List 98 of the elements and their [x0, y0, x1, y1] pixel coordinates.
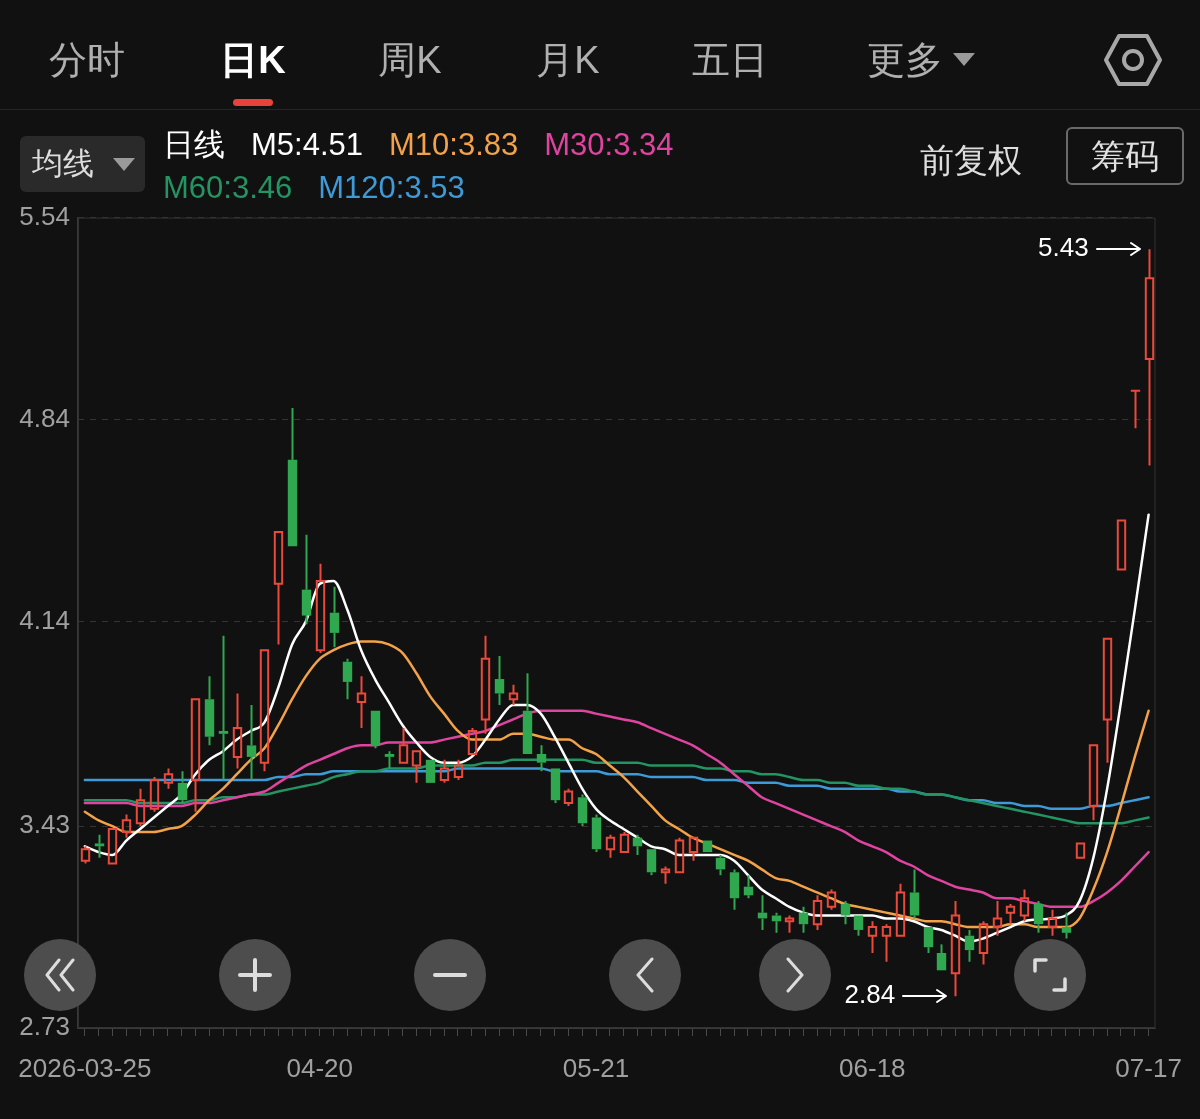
candlestick	[232, 692, 243, 770]
candlestick	[80, 845, 91, 865]
candlestick	[964, 928, 975, 963]
candlestick	[329, 585, 340, 649]
candlestick	[453, 758, 464, 781]
candlestick	[1061, 911, 1072, 940]
candlestick	[605, 833, 616, 859]
candlestick	[508, 683, 519, 706]
candlestick	[1116, 519, 1127, 571]
candlestick	[135, 787, 146, 828]
candlestick	[853, 915, 864, 937]
candlestick	[522, 672, 533, 755]
candlestick	[246, 703, 257, 781]
candlestick	[688, 836, 699, 862]
candlestick	[121, 813, 132, 839]
x-tick-label: 2026-03-25	[18, 1052, 152, 1083]
x-tick-label: 05-21	[562, 1052, 630, 1083]
candlestick	[370, 710, 381, 750]
candlestick	[1075, 842, 1086, 859]
text: 均线	[32, 145, 94, 183]
text: 周K	[378, 39, 442, 81]
candlestick	[563, 787, 574, 807]
candlestick	[536, 744, 547, 773]
candlestick	[480, 634, 491, 735]
candlestick	[411, 750, 422, 784]
x-tick-label: 04-20	[286, 1052, 353, 1083]
candlestick	[577, 793, 588, 828]
candlestick	[840, 900, 851, 926]
x-tick-label: 07-17	[1115, 1052, 1182, 1083]
candlestick	[287, 406, 298, 547]
candlestick	[798, 905, 809, 934]
candlestick	[895, 882, 906, 937]
candlestick	[356, 675, 367, 730]
candlestick	[646, 849, 657, 877]
text: 分时	[49, 39, 125, 81]
candlestick	[1129, 389, 1142, 430]
candlestick	[439, 758, 450, 784]
candlestick	[384, 750, 395, 770]
candlestick	[315, 562, 326, 655]
candlestick	[1005, 902, 1016, 926]
candlestick	[660, 865, 671, 885]
candlestick	[936, 943, 947, 971]
text: M120:3.53	[318, 169, 465, 207]
candlestick	[107, 828, 118, 865]
candlestick	[550, 768, 561, 805]
candlestick	[467, 727, 478, 756]
y-tick-label: 3.43	[19, 809, 70, 840]
candlestick	[992, 900, 1003, 937]
text: 五日	[692, 39, 768, 81]
y-tick-label: 5.54	[19, 200, 70, 231]
candlestick	[494, 654, 505, 706]
candlestick	[1088, 744, 1099, 822]
candlestick	[881, 923, 892, 963]
y-tick-label: 4.14	[19, 604, 70, 635]
candlestick	[190, 698, 201, 813]
y-tick-label: 2.73	[19, 1011, 70, 1042]
candlestick	[729, 868, 740, 911]
candlestick	[149, 776, 160, 813]
candlestick	[273, 530, 284, 646]
candlestick	[674, 836, 685, 874]
candlestick	[812, 894, 823, 931]
candlestick	[301, 533, 312, 626]
legend-title: 日线	[163, 126, 225, 164]
text: M60:3.46	[163, 169, 293, 207]
annotation: 5.43	[1037, 232, 1089, 263]
candlestick	[1144, 248, 1155, 467]
candlestick	[398, 727, 409, 764]
text: 前复权	[920, 140, 1022, 181]
candlestick	[1102, 637, 1113, 764]
candlestick	[342, 657, 353, 701]
y-tick-label: 4.84	[19, 402, 70, 433]
candlestick	[619, 830, 630, 854]
candlestick	[163, 767, 174, 790]
candlestick	[1019, 888, 1030, 923]
candlestick	[950, 900, 961, 998]
text: M30:3.34	[544, 126, 674, 164]
candlestick	[826, 888, 837, 911]
text: M10:3.83	[389, 126, 519, 164]
text: 更多	[867, 39, 943, 81]
candlestick	[715, 853, 726, 877]
candlestick	[259, 649, 270, 773]
candlestick	[784, 914, 795, 934]
x-tick-label: 06-18	[839, 1052, 906, 1083]
candlestick	[909, 868, 920, 920]
candlestick	[978, 920, 989, 966]
candlestick	[94, 833, 105, 859]
candlestick	[177, 770, 188, 805]
candlestick	[1047, 908, 1058, 937]
text: 日K	[220, 39, 286, 81]
candlestick	[1033, 900, 1044, 934]
candlestick	[867, 920, 878, 955]
text: M5:4.51	[251, 126, 364, 164]
candlestick	[204, 675, 215, 747]
text: 筹码	[1091, 136, 1159, 177]
text: 月K	[536, 39, 600, 81]
annotation: 2.84	[844, 979, 896, 1010]
candlestick	[218, 634, 229, 781]
candlestick	[923, 927, 934, 955]
